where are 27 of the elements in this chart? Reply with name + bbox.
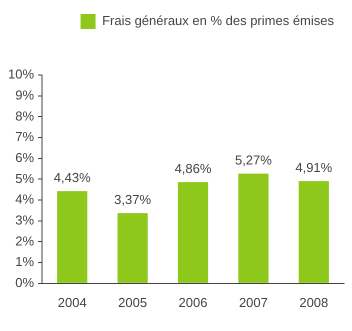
bar xyxy=(238,174,269,283)
data-label: 4,43% xyxy=(54,170,92,186)
data-label: 4,86% xyxy=(174,161,212,176)
x-tick-label: 2008 xyxy=(299,294,328,310)
data-label: 4,91% xyxy=(295,160,333,176)
data-label: 3,37% xyxy=(114,192,152,208)
y-tick-label: 3% xyxy=(15,212,34,228)
x-tick-label: 2005 xyxy=(118,294,148,310)
y-tick-label: 7% xyxy=(15,129,34,144)
y-tick-label: 8% xyxy=(15,108,34,124)
legend-label: Frais généraux en % des primes émises xyxy=(102,13,334,28)
y-tick-label: 1% xyxy=(15,254,34,270)
data-label: 5,27% xyxy=(234,152,272,168)
y-tick-label: 9% xyxy=(15,87,34,102)
y-tick-label: 10% xyxy=(8,66,34,82)
bar xyxy=(57,191,88,283)
x-tick-label: 2006 xyxy=(178,294,208,310)
y-tick-label: 4% xyxy=(15,192,34,207)
bar xyxy=(298,181,329,283)
y-tick-label: 0% xyxy=(15,274,34,290)
y-tick-label: 5% xyxy=(15,170,34,186)
y-tick-label: 6% xyxy=(15,150,34,165)
y-tick-label: 2% xyxy=(15,233,34,248)
bar xyxy=(178,182,208,283)
bar xyxy=(118,213,148,283)
x-tick-label: 2004 xyxy=(58,294,87,310)
x-tick-label: 2007 xyxy=(238,294,268,310)
